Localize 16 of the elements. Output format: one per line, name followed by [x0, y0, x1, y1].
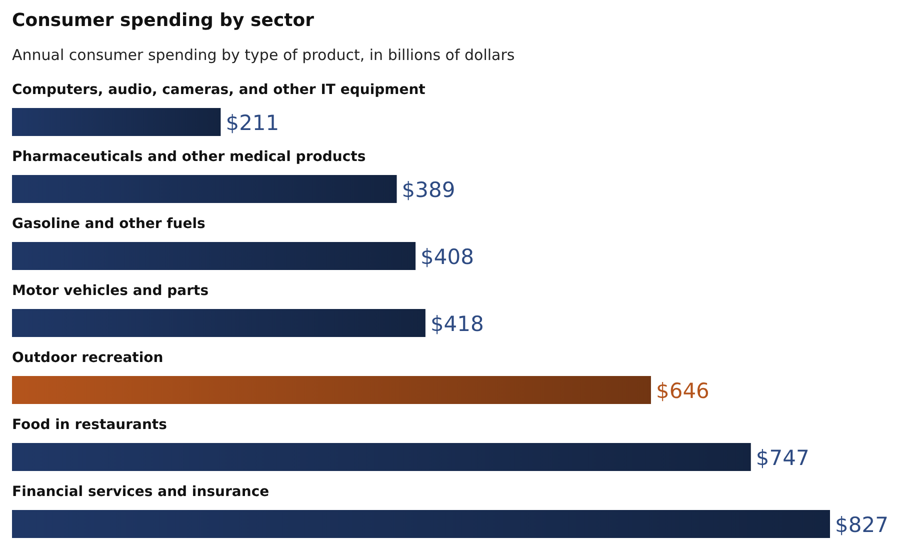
data-label: $211: [226, 111, 280, 135]
y-tick-label: Computers, audio, cameras, and other IT equipment: [12, 82, 426, 98]
data-label: $827: [835, 513, 888, 537]
y-tick-label: Gasoline and other fuels: [12, 216, 206, 232]
y-tick-label: Financial services and insurance: [12, 484, 270, 500]
y-tick-label: Outdoor recreation: [12, 350, 164, 366]
data-label: $646: [656, 379, 710, 403]
y-tick-label: Pharmaceuticals and other medical products: [12, 149, 366, 165]
data-label: $747: [756, 446, 810, 470]
chart-title: Consumer spending by sector: [12, 10, 314, 31]
chart-subtitle: Annual consumer spending by type of product, in billions of dollars: [12, 46, 515, 64]
y-tick-label: Food in restaurants: [12, 417, 167, 433]
data-label: $389: [402, 178, 456, 202]
data-label: $418: [430, 312, 484, 336]
data-label: $408: [420, 245, 474, 269]
y-tick-label: Motor vehicles and parts: [12, 283, 209, 299]
